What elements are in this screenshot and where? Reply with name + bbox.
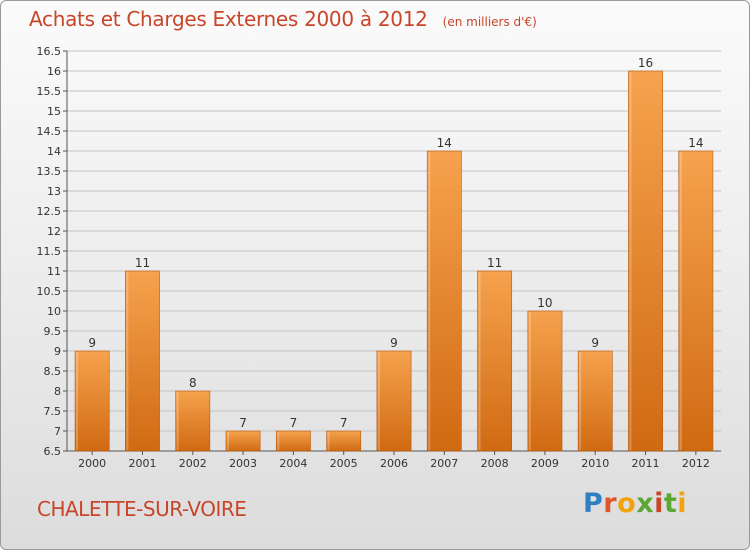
bar-2002 (175, 390, 211, 452)
x-tick-label: 2004 (279, 457, 307, 470)
chart-header: Achats et Charges Externes 2000 à 2012 (… (29, 7, 537, 31)
y-tick-label: 16.5 (37, 45, 62, 58)
bar-2009 (527, 310, 563, 452)
y-tick-label: 12.5 (37, 205, 62, 218)
bar-2008 (477, 270, 513, 452)
x-tick-label: 2007 (430, 457, 458, 470)
labels: 6.5 7 7.5 8 8.5 9 9.5 10 10.5 11 11.5 12 12.5 13 13.5 1… (37, 45, 710, 470)
bar-highlight (629, 72, 632, 450)
bar-value-label: 7 (340, 416, 348, 430)
bar-2012 (678, 150, 714, 452)
y-tick-label: 11.5 (37, 245, 62, 258)
y-tick-label: 6.5 (44, 445, 62, 458)
y-tick-label: 16 (47, 65, 61, 78)
x-tick-label: 2005 (330, 457, 358, 470)
y-tick-label: 10.5 (37, 285, 62, 298)
bar-highlight (126, 272, 129, 450)
x-tick-label: 2002 (179, 457, 207, 470)
bar-highlight (528, 312, 531, 450)
bar-2001 (125, 270, 160, 452)
proxiti-logo: Proxiti (583, 488, 687, 519)
bar-highlight (428, 152, 431, 450)
bar-2000 (74, 350, 110, 452)
bar-value-label: 7 (239, 416, 247, 430)
bar-value-label: 14 (437, 136, 452, 150)
bar-2006 (376, 350, 412, 452)
bar-2007 (426, 150, 462, 452)
x-tick-label: 2010 (581, 457, 609, 470)
bar-highlight (377, 352, 380, 450)
y-tick-label: 8 (54, 385, 61, 398)
y-tick-label: 7.5 (44, 405, 62, 418)
y-tick-label: 11 (47, 265, 61, 278)
x-tick-label: 2003 (229, 457, 257, 470)
y-tick-label: 13.5 (37, 165, 62, 178)
bar-highlight (176, 392, 179, 450)
y-tick-label: 12 (47, 225, 61, 238)
bar-2003 (225, 430, 261, 452)
bar-value-label: 7 (290, 416, 298, 430)
bar-value-label: 10 (537, 296, 552, 310)
commune-name: CHALETTE-SUR-VOIRE (37, 497, 247, 521)
bar-highlight (76, 352, 79, 450)
bar-2004 (275, 430, 311, 452)
y-tick-label: 15.5 (37, 85, 62, 98)
y-tick-label: 10 (47, 305, 61, 318)
bar-highlight (679, 152, 682, 450)
bar-highlight (226, 432, 229, 450)
logo-letter: t (663, 488, 678, 519)
x-tick-label: 2001 (128, 457, 156, 470)
logo-letter: r (603, 488, 618, 519)
chart-title: Achats et Charges Externes 2000 à 2012 (29, 7, 428, 31)
logo-letter: o (617, 488, 637, 519)
y-tick-label: 14 (47, 145, 61, 158)
bar-value-label: 11 (135, 256, 150, 270)
bar-value-label: 9 (591, 336, 599, 350)
bar-2011 (628, 70, 663, 452)
x-tick-label: 2012 (682, 457, 710, 470)
bar-highlight (327, 432, 330, 450)
x-tick-label: 2000 (78, 457, 106, 470)
logo-letter: P (583, 488, 604, 519)
bar-value-label: 9 (390, 336, 398, 350)
logo-letter: i (677, 488, 688, 519)
y-tick-label: 13 (47, 185, 61, 198)
bar-value-label: 9 (88, 336, 96, 350)
bar-highlight (478, 272, 481, 450)
bar-value-label: 14 (688, 136, 703, 150)
y-tick-label: 15 (47, 105, 61, 118)
bar-value-label: 8 (189, 376, 197, 390)
y-tick-label: 8.5 (44, 365, 62, 378)
x-tick-label: 2011 (632, 457, 660, 470)
bars (74, 70, 714, 452)
y-tick-label: 7 (54, 425, 61, 438)
y-tick-label: 9 (54, 345, 61, 358)
bar-highlight (277, 432, 280, 450)
chart-unit: (en milliers d'€) (442, 15, 537, 29)
x-tick-label: 2008 (481, 457, 509, 470)
bar-highlight (579, 352, 582, 450)
y-tick-label: 9.5 (44, 325, 62, 338)
logo-letter: x (636, 488, 655, 519)
bar-value-label: 11 (487, 256, 502, 270)
bar-2010 (577, 350, 613, 452)
x-tick-label: 2009 (531, 457, 559, 470)
bar-value-label: 16 (638, 56, 653, 70)
logo-letter: i (654, 488, 664, 519)
y-tick-label: 14.5 (37, 125, 62, 138)
x-tick-label: 2006 (380, 457, 408, 470)
bar-2005 (326, 430, 362, 452)
